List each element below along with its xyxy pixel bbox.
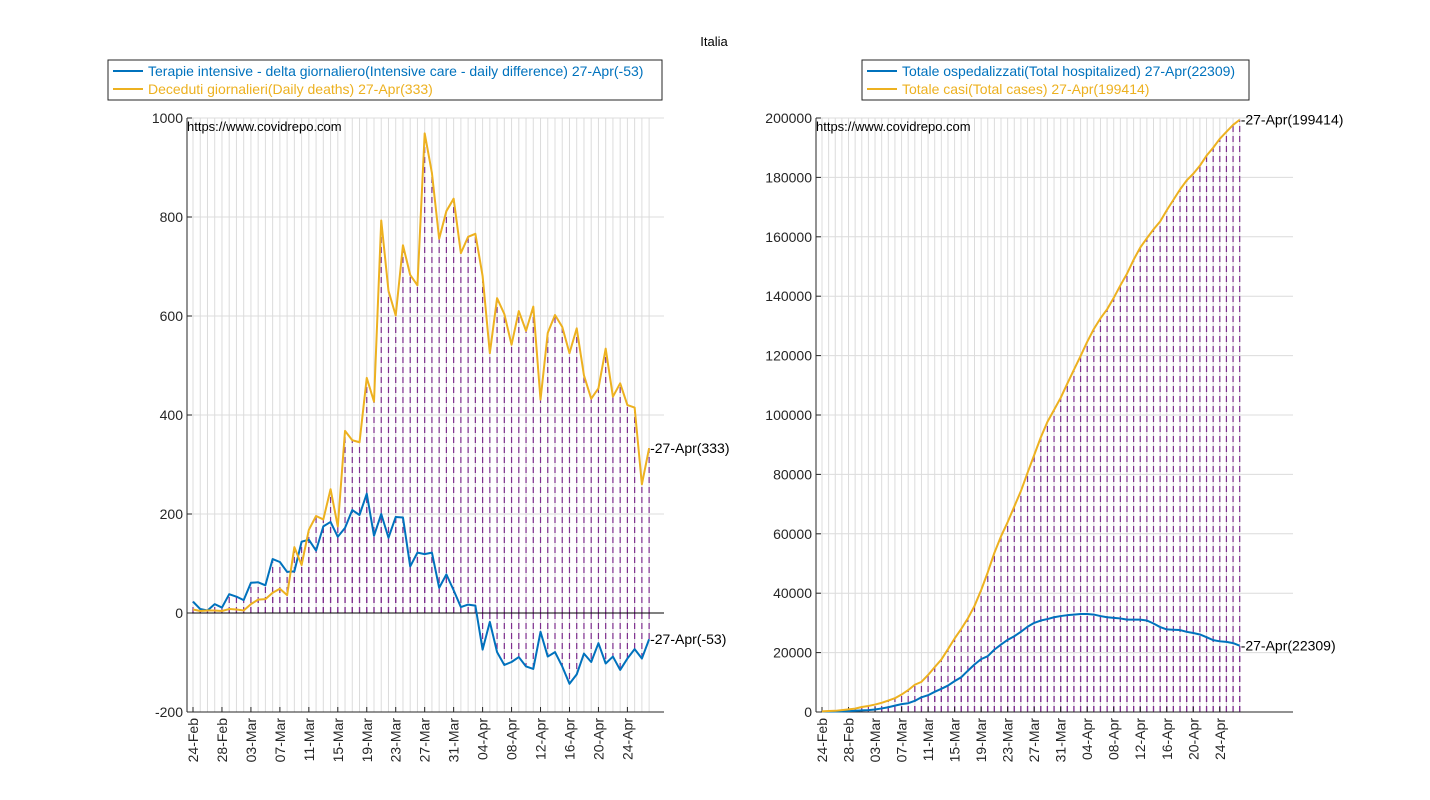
x-tick-label: 19-Mar xyxy=(973,718,989,763)
x-tick-label: 04-Apr xyxy=(475,718,491,760)
x-tick-label: 27-Mar xyxy=(1026,718,1042,763)
y-tick-label: 160000 xyxy=(765,229,812,245)
y-tick-label: 40000 xyxy=(773,585,812,601)
end-label-0: -27-Apr(22309) xyxy=(1241,638,1336,654)
y-tick-label: 600 xyxy=(160,308,184,324)
y-tick-label: 20000 xyxy=(773,645,812,661)
x-tick-label: 16-Apr xyxy=(1159,718,1175,760)
y-tick-label: -200 xyxy=(155,704,183,720)
x-tick-label: 07-Mar xyxy=(894,718,910,763)
y-tick-label: 200 xyxy=(160,506,184,522)
legend-entry-1: Deceduti giornalieri(Daily deaths) 27-Ap… xyxy=(148,81,433,97)
x-tick-label: 31-Mar xyxy=(1053,718,1069,763)
x-tick-label: 24-Apr xyxy=(619,718,635,760)
figure-title: Italia xyxy=(700,34,728,49)
series-line-0 xyxy=(192,492,651,685)
x-tick-label: 31-Mar xyxy=(446,718,462,763)
x-tick-label: 24-Apr xyxy=(1212,718,1228,760)
y-tick-label: 180000 xyxy=(765,169,812,185)
x-tick-label: 27-Mar xyxy=(417,718,433,763)
series-line-0 xyxy=(821,612,1241,713)
legend-box xyxy=(861,59,1250,101)
watermark: https://www.covidrepo.com xyxy=(816,119,971,134)
watermark: https://www.covidrepo.com xyxy=(187,119,342,134)
x-tick-label: 15-Mar xyxy=(947,718,963,763)
x-tick-label: 12-Apr xyxy=(533,718,549,760)
y-tick-label: 140000 xyxy=(765,288,812,304)
x-tick-label: 23-Mar xyxy=(1000,718,1016,763)
x-tick-label: 19-Mar xyxy=(359,718,375,763)
legend-entry-0: Totale ospedalizzati(Total hospitalized)… xyxy=(902,63,1235,79)
x-tick-label: 23-Mar xyxy=(388,718,404,763)
x-tick-label: 11-Mar xyxy=(301,718,317,762)
legend: Totale ospedalizzati(Total hospitalized)… xyxy=(861,59,1250,101)
left-chart: -200 0 200 400 600 800 1000 24-Feb 28-Feb 03-Mar 0… xyxy=(107,59,729,763)
legend-entry-0: Terapie intensive - delta giornaliero(In… xyxy=(148,63,643,79)
series-line-1 xyxy=(192,132,651,613)
legend-entry-1: Totale casi(Total cases) 27-Apr(199414) xyxy=(902,81,1149,97)
right-chart: 0 20000 40000 60000 80000 100000 120000 140000 1… xyxy=(765,59,1344,763)
x-tick-label: 16-Apr xyxy=(561,718,577,760)
y-tick-label: 400 xyxy=(160,407,184,423)
x-tick-label: 08-Apr xyxy=(504,718,520,760)
y-tick-label: 100000 xyxy=(765,407,812,423)
y-tick-label: 1000 xyxy=(152,110,183,126)
y-tick-label: 60000 xyxy=(773,526,812,542)
legend-box xyxy=(107,59,663,101)
end-label-1: -27-Apr(333) xyxy=(650,440,729,456)
x-tick-label: 28-Feb xyxy=(841,718,857,763)
x-tick-label: 28-Feb xyxy=(214,718,230,763)
end-label-1: -27-Apr(199414) xyxy=(1241,112,1344,128)
x-tick-label: 24-Feb xyxy=(814,718,830,763)
x-tick-label: 03-Mar xyxy=(243,718,259,763)
y-tick-label: 0 xyxy=(804,704,812,720)
x-tick-label: 07-Mar xyxy=(272,718,288,763)
y-tick-label: 800 xyxy=(160,209,184,225)
x-tick-label: 11-Mar xyxy=(920,718,936,762)
stems xyxy=(192,133,650,684)
series-line-1 xyxy=(821,118,1241,713)
x-tick-label: 03-Mar xyxy=(867,718,883,763)
y-tick-label: 80000 xyxy=(773,466,812,482)
legend: Terapie intensive - delta giornaliero(In… xyxy=(107,59,663,101)
end-label-0: -27-Apr(-53) xyxy=(650,631,726,647)
x-tick-label: 08-Apr xyxy=(1106,718,1122,760)
x-tick-label: 24-Feb xyxy=(185,718,201,763)
y-tick-label: 0 xyxy=(175,605,183,621)
x-tick-label: 20-Apr xyxy=(590,718,606,760)
y-tick-label: 120000 xyxy=(765,348,812,364)
x-tick-label: 12-Apr xyxy=(1132,718,1148,760)
x-tick-label: 15-Mar xyxy=(330,718,346,763)
y-tick-label: 200000 xyxy=(765,110,812,126)
x-tick-label: 04-Apr xyxy=(1079,718,1095,760)
x-tick-label: 20-Apr xyxy=(1185,718,1201,760)
